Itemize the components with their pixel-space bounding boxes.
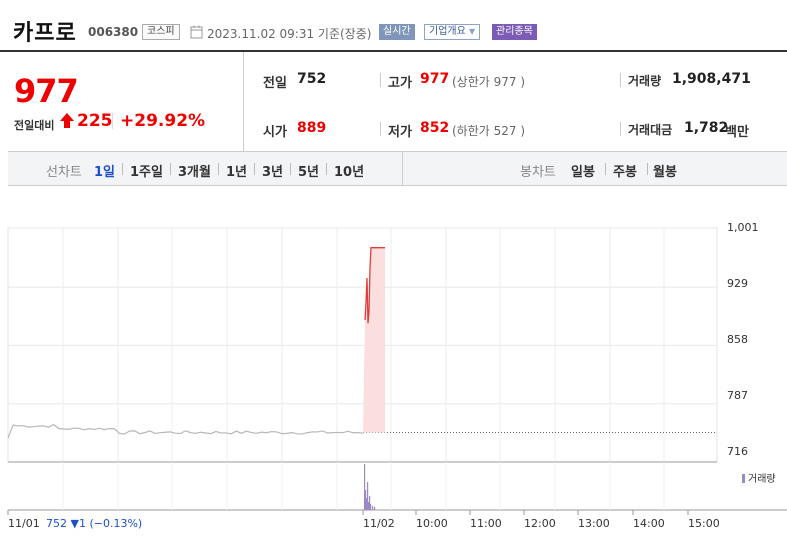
lower-limit: (하한가 527 ) <box>452 124 526 138</box>
divider <box>620 122 621 136</box>
amount-unit: 백만 <box>725 125 749 140</box>
calendar-icon <box>190 25 203 39</box>
x-tick-label: 10:00 <box>416 517 448 530</box>
volume-bar <box>365 490 367 510</box>
candle-chart-label: 봉차트 <box>520 165 556 180</box>
volume-swatch <box>742 474 745 483</box>
divider <box>620 73 621 87</box>
y-tick-label: 787 <box>727 389 748 402</box>
divider <box>402 152 403 186</box>
volume-bar <box>369 496 371 510</box>
volume-bar <box>374 507 376 510</box>
stock-header: 카프로 006380 코스피 2023.11.02 09:31 기준(장중) 실… <box>0 0 787 52</box>
high-label: 고가 <box>388 76 412 91</box>
x-tick-label: 15:00 <box>688 517 720 530</box>
amount-label: 거래대금 <box>628 123 673 137</box>
current-price-box: 977 전일대비 225 +29.92% <box>8 52 244 152</box>
divider <box>326 163 327 175</box>
volume-bar <box>366 498 368 510</box>
x-tick-label: 11:00 <box>470 517 502 530</box>
prev-day-price-line <box>7 423 364 439</box>
period-1y[interactable]: 1년 <box>226 165 248 180</box>
market-badge: 코스피 <box>142 24 180 40</box>
open-value: 889 <box>297 120 327 136</box>
company-overview-label: 기업개요 <box>429 26 466 37</box>
x-tick-label: 13:00 <box>578 517 610 530</box>
low-label: 저가 <box>388 125 412 140</box>
volume-bar <box>372 506 374 510</box>
candle-monthly[interactable]: 월봉 <box>653 165 677 180</box>
prev-close-value: 752 <box>297 71 327 87</box>
period-3y[interactable]: 3년 <box>262 165 284 180</box>
volume-bar <box>370 504 372 510</box>
x-tick-label: 14:00 <box>633 517 665 530</box>
y-tick-label: 929 <box>727 277 748 290</box>
prev-day-info: 752 ▼1 (−0.13%) <box>46 517 143 530</box>
prev-close-label: 전일 <box>263 76 287 91</box>
divider <box>290 163 291 175</box>
admin-stock-badge: 관리종목 <box>492 24 537 40</box>
chevron-down-icon: ▼ <box>469 27 476 36</box>
divider <box>380 122 381 136</box>
company-overview-dropdown[interactable]: 기업개요 ▼ <box>424 24 481 40</box>
today-area-fill <box>363 247 385 433</box>
volume-bar <box>368 502 370 510</box>
x-tick-label: 11/01 <box>8 517 40 530</box>
divider <box>170 163 171 175</box>
divider <box>254 163 255 175</box>
volume-bar <box>364 464 366 510</box>
divider <box>605 163 606 175</box>
open-label: 시가 <box>263 125 287 140</box>
period-5y[interactable]: 5년 <box>298 165 320 180</box>
x-tick-label: 11/02 <box>363 517 395 530</box>
up-arrow-icon <box>60 113 74 128</box>
price-summary: 977 전일대비 225 +29.92% 전일 752 고가 977 (상한가 … <box>8 52 787 152</box>
volume-label: 거래량 <box>628 74 662 88</box>
period-10y[interactable]: 10년 <box>334 165 365 180</box>
period-1d[interactable]: 1일 <box>94 165 116 180</box>
change-rate: +29.92% <box>120 111 206 131</box>
divider <box>112 113 113 129</box>
divider <box>380 73 381 87</box>
volume-value: 1,908,471 <box>672 71 751 87</box>
high-value: 977 <box>420 71 450 87</box>
candle-weekly[interactable]: 주봉 <box>613 165 637 180</box>
volume-legend-label: 거래량 <box>748 474 776 485</box>
realtime-badge[interactable]: 실시간 <box>379 24 415 40</box>
divider <box>647 163 648 175</box>
y-tick-label: 858 <box>727 333 748 346</box>
chart-period-bar: 선차트 1일 1주일 3개월 1년 3년 5년 10년 봉차트 일봉 주봉 월봉 <box>8 152 787 186</box>
candle-daily[interactable]: 일봉 <box>571 165 595 180</box>
stock-code: 006380 <box>88 25 139 39</box>
y-tick-label: 716 <box>727 445 748 458</box>
change-label: 전일대비 <box>14 119 55 132</box>
volume-legend: 거래량 <box>742 470 776 485</box>
divider <box>218 163 219 175</box>
quote-datetime: 2023.11.02 09:31 기준(장중) <box>207 27 372 41</box>
x-tick-label: 12:00 <box>524 517 556 530</box>
today-price-line <box>364 247 385 324</box>
current-price: 977 <box>14 72 79 110</box>
intraday-chart[interactable]: 1,001 929 858 787 716 11/01 11/02 10:00 11:00 12… <box>0 218 787 540</box>
volume-bar <box>367 482 369 510</box>
upper-limit: (상한가 977 ) <box>452 75 526 89</box>
period-1w[interactable]: 1주일 <box>130 165 163 180</box>
price-change: 225 <box>77 111 113 131</box>
line-chart-label: 선차트 <box>46 165 82 180</box>
stock-name: 카프로 <box>13 21 77 46</box>
low-value: 852 <box>420 120 450 136</box>
y-tick-label: 1,001 <box>727 221 759 234</box>
period-3m[interactable]: 3개월 <box>178 165 211 180</box>
amount-value: 1,782 <box>684 120 729 136</box>
price-chart-svg <box>7 227 787 515</box>
divider <box>122 163 123 175</box>
